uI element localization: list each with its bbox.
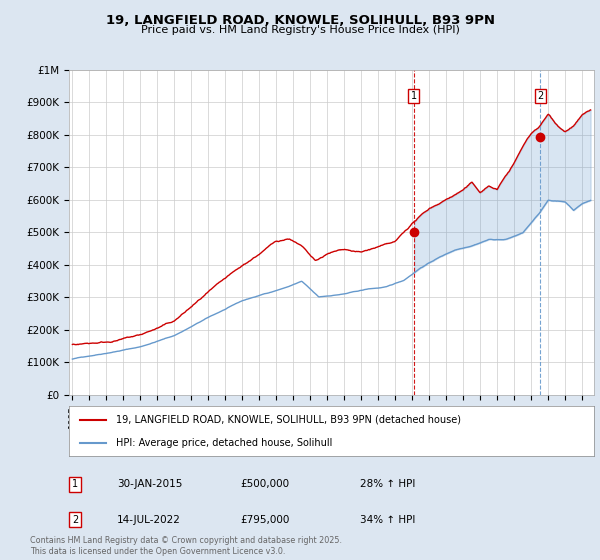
Text: 14-JUL-2022: 14-JUL-2022 bbox=[117, 515, 181, 525]
Text: 19, LANGFIELD ROAD, KNOWLE, SOLIHULL, B93 9PN: 19, LANGFIELD ROAD, KNOWLE, SOLIHULL, B9… bbox=[106, 14, 494, 27]
Text: Price paid vs. HM Land Registry's House Price Index (HPI): Price paid vs. HM Land Registry's House … bbox=[140, 25, 460, 35]
Text: 1: 1 bbox=[72, 479, 78, 489]
Text: 28% ↑ HPI: 28% ↑ HPI bbox=[360, 479, 415, 489]
Text: 34% ↑ HPI: 34% ↑ HPI bbox=[360, 515, 415, 525]
Text: £795,000: £795,000 bbox=[240, 515, 289, 525]
Text: 30-JAN-2015: 30-JAN-2015 bbox=[117, 479, 182, 489]
Text: 2: 2 bbox=[537, 91, 544, 101]
Text: Contains HM Land Registry data © Crown copyright and database right 2025.
This d: Contains HM Land Registry data © Crown c… bbox=[30, 536, 342, 556]
Text: £500,000: £500,000 bbox=[240, 479, 289, 489]
Text: 2: 2 bbox=[72, 515, 78, 525]
Text: 1: 1 bbox=[410, 91, 416, 101]
Text: 19, LANGFIELD ROAD, KNOWLE, SOLIHULL, B93 9PN (detached house): 19, LANGFIELD ROAD, KNOWLE, SOLIHULL, B9… bbox=[116, 414, 461, 424]
Text: HPI: Average price, detached house, Solihull: HPI: Average price, detached house, Soli… bbox=[116, 438, 332, 448]
